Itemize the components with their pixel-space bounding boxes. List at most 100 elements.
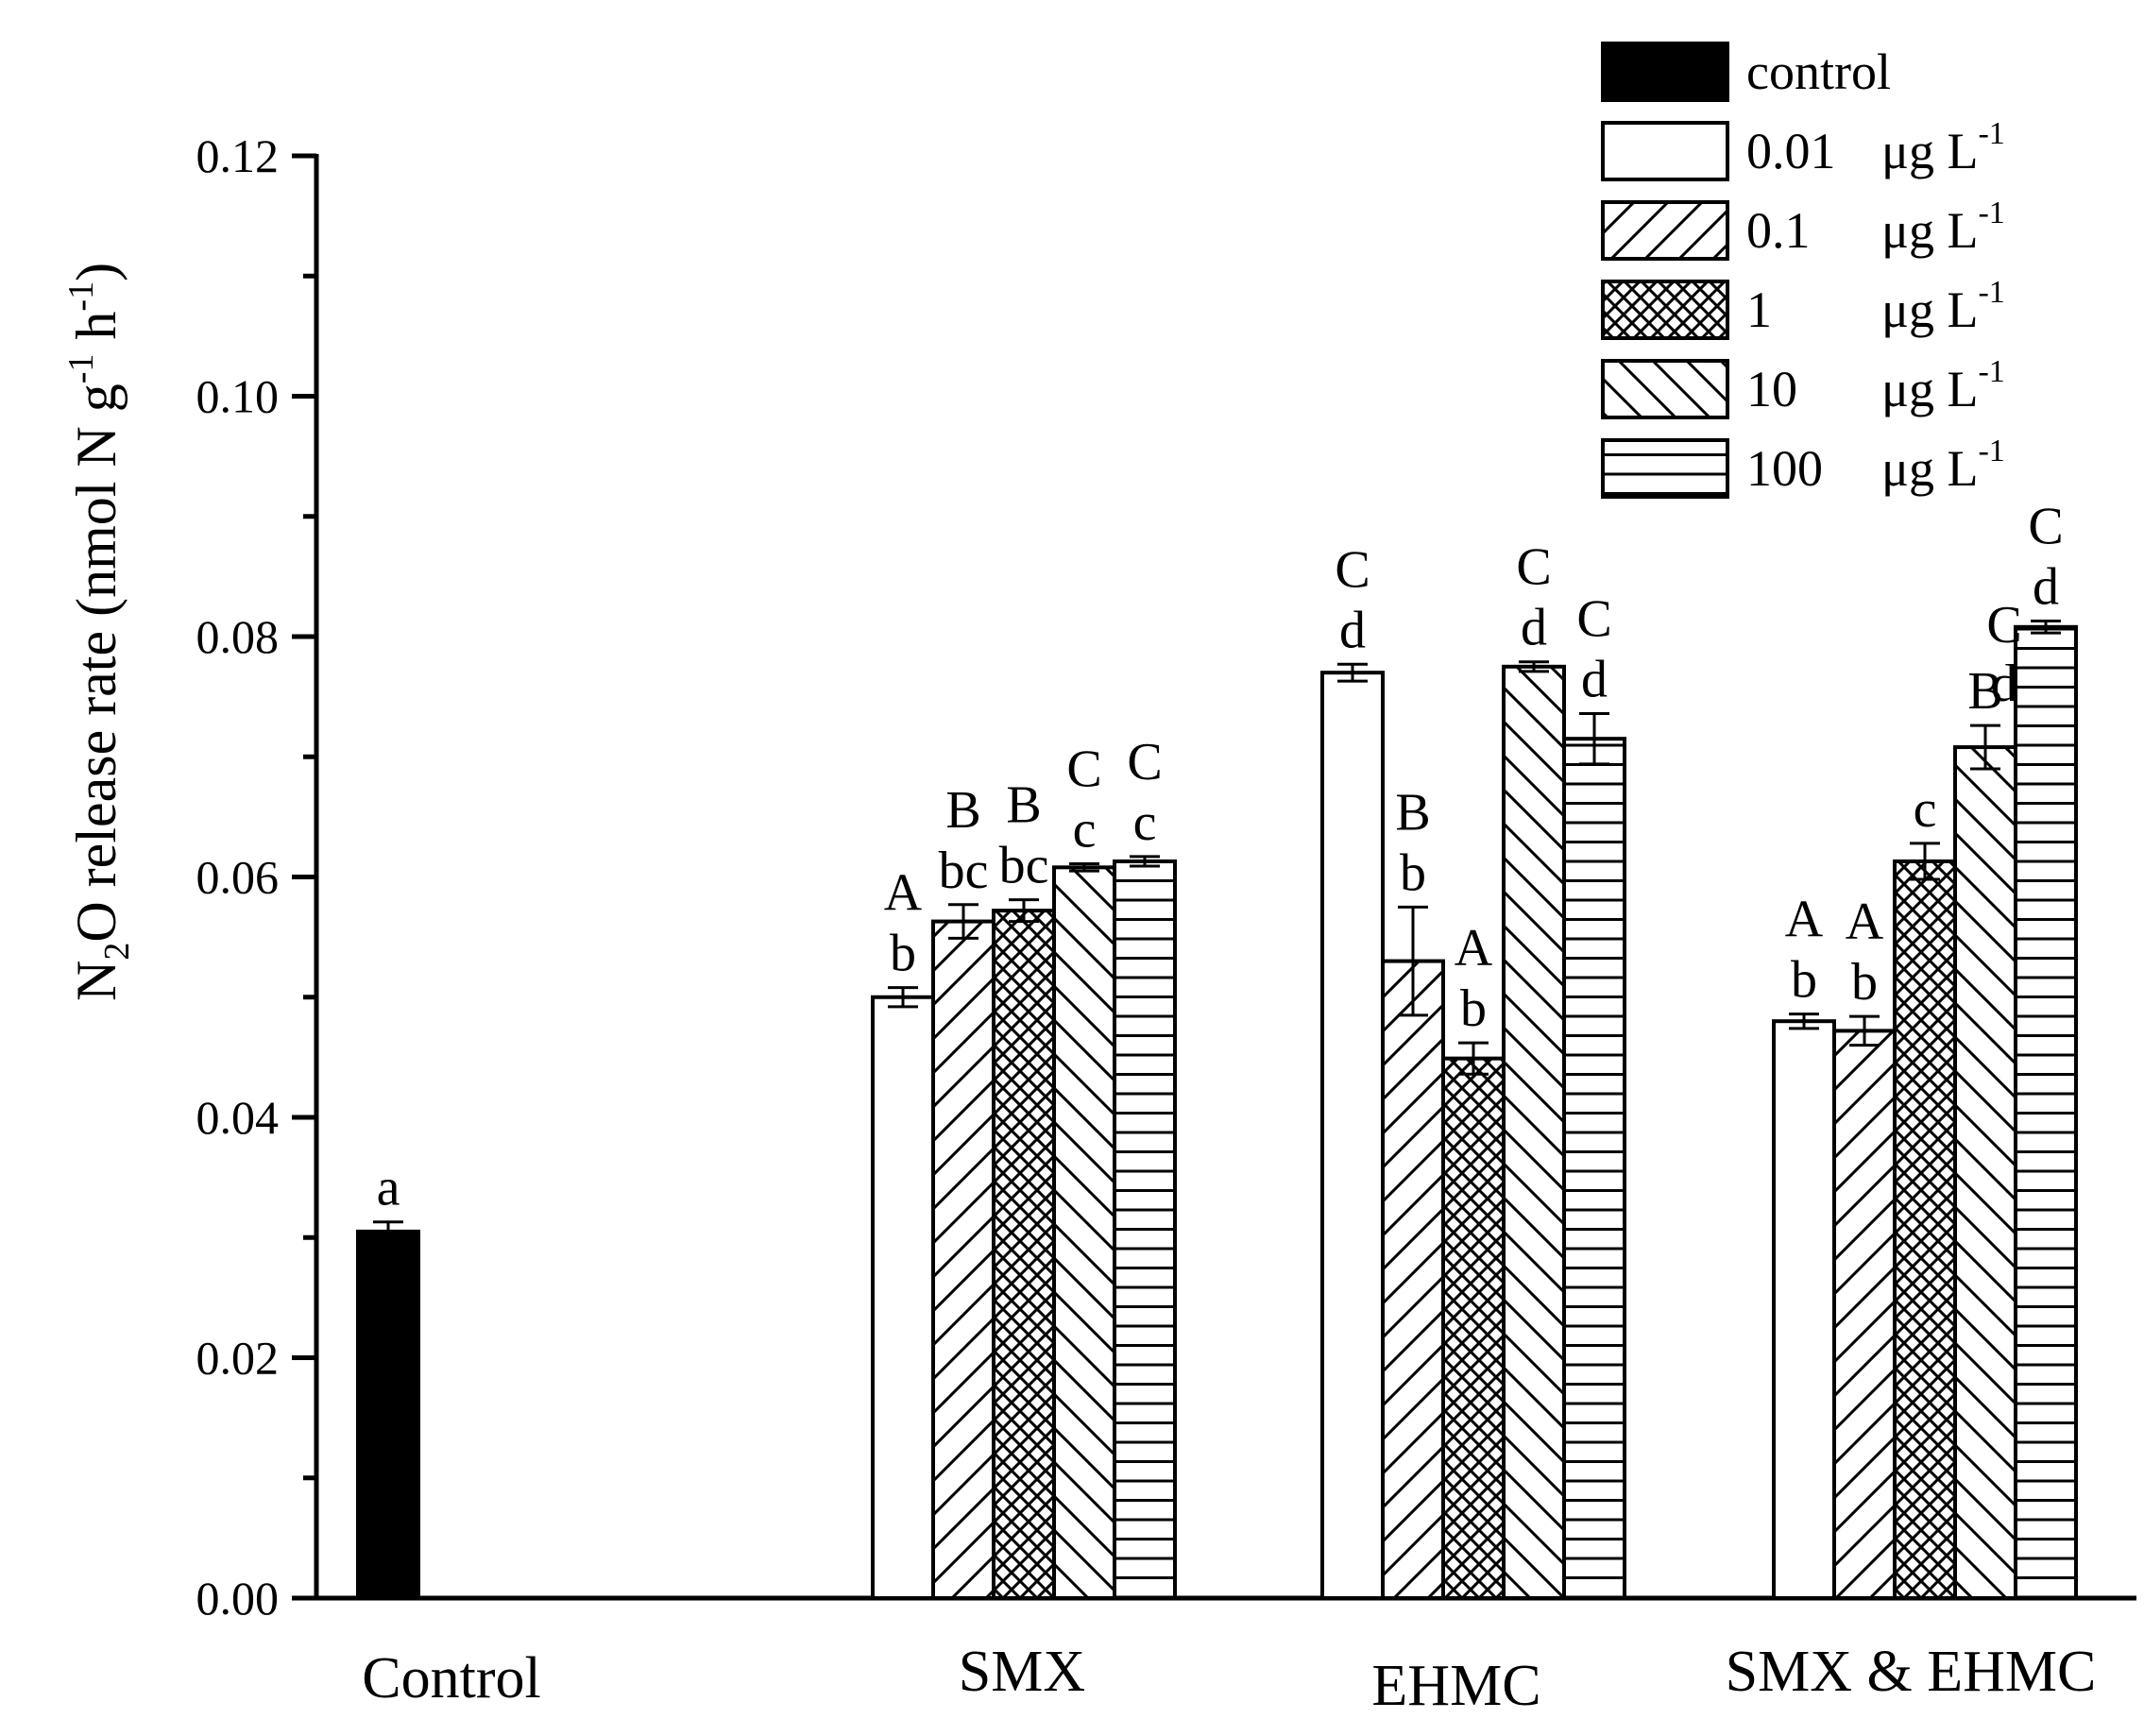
y-label-rest2: h (65, 312, 128, 354)
significance-upper: A (1846, 893, 1884, 951)
bar (1832, 1029, 1897, 1600)
significance-lower: bc (999, 837, 1049, 895)
significance-upper: C (1335, 540, 1370, 599)
legend-swatch (1601, 121, 1729, 181)
legend-value: 10 (1746, 361, 1797, 417)
legend-unit-sup: -1 (1978, 275, 2004, 310)
significance-lower: d (2033, 557, 2059, 616)
legend-unit: μg L (1881, 361, 1978, 417)
bars (356, 619, 2078, 1601)
bar (1381, 959, 1445, 1600)
legend-label: control (1746, 43, 1891, 100)
significance-lower: b (1460, 979, 1487, 1038)
y-axis-label: N2O release rate (nmol N g-1 h-1) (61, 263, 137, 1001)
legend-value: 0.1 (1746, 202, 1811, 259)
significance-upper: A (1455, 919, 1493, 978)
bar (992, 909, 1056, 1600)
bar (1320, 671, 1385, 1600)
bar (931, 919, 995, 1600)
y-tick-label: 0.10 (196, 370, 280, 423)
legend-label: 0.01 μg L-1 (1746, 116, 2005, 179)
bar (2014, 624, 2078, 1601)
bar (1052, 865, 1116, 1600)
legend-unit-sup: -1 (1978, 354, 2004, 389)
bar (1772, 1019, 1836, 1600)
legend-entry: 0.01 μg L-1 (1601, 116, 2005, 181)
legend-entry: 0.1 μg L-1 (1601, 196, 2005, 261)
significance-extra: d (1991, 655, 2017, 713)
legend-unit-sup: -1 (1978, 196, 2004, 230)
legend-unit-sup: -1 (1978, 116, 2004, 151)
legend-value: 100 (1746, 440, 1823, 497)
legend-entry: 1 μg L-1 (1601, 275, 2005, 340)
significance-lower: b (890, 925, 916, 983)
significance-lower: c (1914, 780, 1937, 839)
legend-label: 1 μg L-1 (1746, 275, 2005, 338)
bar (1113, 859, 1177, 1600)
x-category-label: SMX & EHMC (1726, 1640, 2097, 1704)
significance-upper: C (1576, 589, 1611, 648)
bar (871, 995, 935, 1600)
legend-label: 10 μg L-1 (1746, 354, 2005, 417)
legend-unit: μg L (1881, 440, 1978, 497)
significance-lower: d (1521, 599, 1547, 657)
significance-lower: c (1133, 793, 1157, 852)
y-tick-label: 0.02 (196, 1332, 280, 1385)
legend-value: 0.01 (1746, 123, 1836, 179)
significance-upper: C (1127, 733, 1162, 791)
significance-upper: B (945, 781, 980, 840)
y-tick-label: 0.06 (196, 851, 280, 904)
significance-lower: bc (939, 842, 989, 900)
legend-unit: μg L (1881, 281, 1978, 338)
y-tick-label: 0.08 (196, 610, 280, 663)
y-tick-label: 0.00 (196, 1572, 280, 1625)
y-label-sup2: -1 (61, 281, 101, 312)
bar (1953, 745, 2017, 1600)
significance-upper: C (1066, 740, 1101, 799)
legend-label: 0.1 μg L-1 (1746, 196, 2005, 259)
bar (356, 1229, 420, 1600)
legend-swatch (1601, 42, 1729, 102)
y-tick-label: 0.04 (196, 1091, 280, 1144)
legend-unit: μg L (1881, 202, 1978, 259)
bar (1441, 1056, 1506, 1600)
x-category-label: SMX (959, 1640, 1085, 1704)
legend-entry: control (1601, 42, 1891, 102)
bar (1562, 737, 1626, 1600)
significance-upper: A (1785, 891, 1824, 949)
significance-extra: C (1986, 596, 2021, 655)
x-category-label: Control (362, 1646, 540, 1710)
significance-upper: A (884, 864, 923, 923)
y-label-rest3: ) (65, 263, 128, 281)
y-label-main: N (65, 961, 128, 1001)
significance-upper: C (1516, 538, 1551, 597)
significance-lower: c (1073, 801, 1097, 859)
significance-upper: B (1967, 662, 2002, 721)
legend-swatch (1601, 200, 1729, 261)
x-category-label: EHMC (1371, 1654, 1540, 1718)
significance-lower: b (1400, 843, 1426, 902)
bar (1502, 664, 1566, 1600)
significance-lower: d (1339, 601, 1366, 659)
significance-upper: B (1395, 783, 1430, 842)
axes: 0.00 0.02 0.04 0.06 0.08 0.10 0.12 Control SMX EH… (196, 129, 2136, 1718)
legend-value: 1 (1746, 281, 1772, 338)
y-label-sub: 2 (97, 943, 137, 961)
y-label-sup1: -1 (61, 354, 101, 384)
legend-unit-sup: -1 (1978, 434, 2004, 468)
y-tick-label: 0.12 (196, 129, 280, 182)
legend-entry: 100 μg L-1 (1601, 434, 2005, 499)
significance-upper: C (2028, 497, 2063, 555)
significance-lower: a (377, 1159, 400, 1217)
legend-swatch (1601, 280, 1729, 340)
significance-lower: d (1581, 650, 1608, 708)
legend-label: 100 μg L-1 (1746, 434, 2005, 497)
significance-lower: b (1791, 951, 1817, 1010)
significance-lower: b (1851, 953, 1878, 1012)
y-label-rest1: O release rate (nmol N g (65, 383, 128, 942)
significance-upper: B (1006, 776, 1041, 835)
